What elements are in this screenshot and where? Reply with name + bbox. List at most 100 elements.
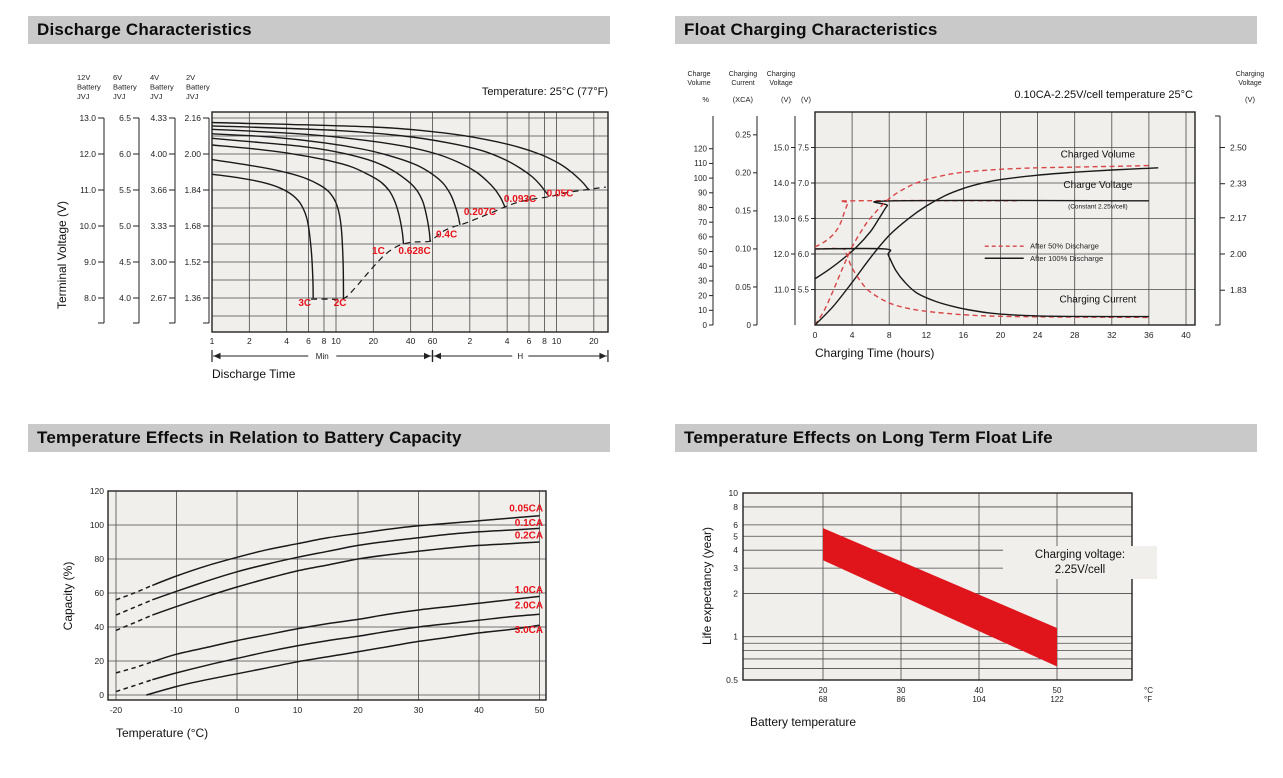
temperature-annotation: Temperature: 25°C (77°F) (482, 86, 608, 98)
legend-label: After 50% Discharge (1030, 242, 1099, 251)
x-tick-label: 16 (959, 330, 969, 340)
y-tick-label: 1 (733, 632, 738, 642)
curve-label-2C: 2C (334, 298, 347, 309)
inplot-label: Charged Volume (1061, 149, 1136, 160)
x-tick-label: 1 (210, 336, 215, 346)
scale-header: Battery (150, 83, 174, 92)
scale-tick-label: 2.67 (150, 293, 167, 303)
curve-label-0.207C: 0.207C (464, 207, 496, 218)
y-tick-label: 10 (729, 488, 739, 498)
ruler-tick-label: 90 (698, 189, 707, 198)
scale-tick-label: 4.0 (119, 293, 131, 303)
ruler-unit: % (702, 95, 709, 104)
ruler-tick-label: 0.05 (735, 283, 751, 292)
curve-3C (211, 173, 314, 299)
scale-header: Battery (113, 83, 137, 92)
ruler-tick-label: 13.0 (773, 214, 789, 223)
ruler-unit: (XCA) (733, 95, 754, 104)
plot-border (211, 111, 609, 333)
x-tick-label: 32 (1107, 330, 1117, 340)
span-label-bg (512, 350, 529, 362)
scale-tick-label: 2.16 (184, 113, 201, 123)
scale-tick-label: 13.0 (79, 113, 96, 123)
ruler-unit: (V) (801, 95, 812, 104)
x-tick-label: 10 (331, 336, 341, 346)
y-tick-label: 6 (733, 520, 738, 530)
x-tick-label: 6 (527, 336, 532, 346)
curve-label-3C: 3C (298, 298, 311, 309)
curve-dash-0.1CA (115, 599, 153, 616)
curve-dash-0.2CA (115, 614, 153, 632)
x-tick-label: 60 (428, 336, 438, 346)
x-tick-label: 10 (293, 705, 303, 715)
ruler-header: Charging (1236, 71, 1265, 78)
scale-header: 12V (77, 73, 90, 82)
ruler-tick-label: 15.0 (773, 143, 789, 152)
chart-float-charging: ChargeVolume%120110100908070605040302010… (687, 71, 1265, 360)
x-tick-label: 20 (353, 705, 363, 715)
curve-label-0.4C: 0.4C (436, 229, 457, 240)
scale-header: JVJ (77, 92, 90, 101)
ruler-tick-label: 7.5 (798, 143, 810, 152)
ruler-tick-label: 6.5 (798, 214, 810, 223)
y-tick-label: 120 (90, 486, 104, 496)
arrow-left (433, 352, 441, 360)
ruler-tick-label: 20 (698, 291, 707, 300)
scale-tick-label: 3.66 (150, 185, 167, 195)
x-tick-fahrenheit: 68 (819, 695, 828, 704)
x-tick-label: 40 (406, 336, 416, 346)
scale-tick-label: 2.00 (184, 149, 201, 159)
x-tick-celsius: 40 (975, 686, 984, 695)
curve-0.207C (211, 128, 506, 208)
y-tick-label: 80 (95, 554, 105, 564)
curve-2.0CA (152, 613, 540, 681)
curve-0.628C (211, 137, 431, 242)
grid (108, 491, 546, 700)
x-tick-label: 40 (474, 705, 484, 715)
y-tick-label: 60 (95, 588, 105, 598)
curve-label-0.05CA: 0.05CA (509, 503, 543, 514)
curve-label-3.0CA: 3.0CA (515, 625, 543, 636)
curve-label-0.2CA: 0.2CA (515, 531, 543, 542)
y-tick-label: 4 (733, 545, 738, 555)
inplot-label: Charging Current (1060, 294, 1137, 305)
arrow-right (599, 352, 607, 360)
scale-tick-label: 1.52 (184, 257, 201, 267)
x-tick-label: 28 (1070, 330, 1080, 340)
plot-border (742, 492, 1133, 681)
discharge-curves (211, 121, 590, 299)
y-axis-title: Life expectancy (year) (700, 527, 714, 645)
y-tick-label: 0 (99, 690, 104, 700)
panel-title-float-charging: Float Charging Characteristics (675, 16, 1257, 44)
unit-celsius: °C (1144, 686, 1153, 695)
scale-header: 4V (150, 73, 159, 82)
x-tick-label: 36 (1144, 330, 1154, 340)
x-tick-label: -10 (170, 705, 183, 715)
curve-label-0.1CA: 0.1CA (515, 518, 543, 529)
legend-label: After 100% Discharge (1030, 254, 1103, 263)
charging-current-after-100 (814, 247, 1149, 318)
x-tick-celsius: 50 (1053, 686, 1062, 695)
y-axis-title: Capacity (%) (61, 562, 75, 631)
scale-tick-label: 6.5 (119, 113, 131, 123)
curve-0.1CA (152, 527, 540, 601)
plot-area (108, 491, 546, 700)
ruler-unit: (V) (1245, 95, 1256, 104)
ruler-tick-label: 10 (698, 306, 707, 315)
y-tick-label: 100 (90, 520, 104, 530)
annotation-line-2: 2.25V/cell (1055, 564, 1106, 576)
x-tick-label: 8 (322, 336, 327, 346)
charge-voltage-after-50 (814, 199, 1020, 248)
x-tick-label: 10 (552, 336, 562, 346)
ruler-tick-label: 0.25 (735, 131, 751, 140)
curve-label-1C: 1C (372, 246, 385, 257)
ruler-tick-label: 2.50 (1230, 143, 1247, 153)
x-tick-fahrenheit: 122 (1050, 695, 1064, 704)
scale-tick-label: 9.0 (84, 257, 96, 267)
charging-current-after-50 (814, 247, 1149, 319)
ruler-tick-label: 30 (698, 277, 707, 286)
x-tick-label: 4 (505, 336, 510, 346)
ruler-tick-label: 0 (747, 321, 752, 330)
x-axis-title: Discharge Time (212, 367, 296, 381)
